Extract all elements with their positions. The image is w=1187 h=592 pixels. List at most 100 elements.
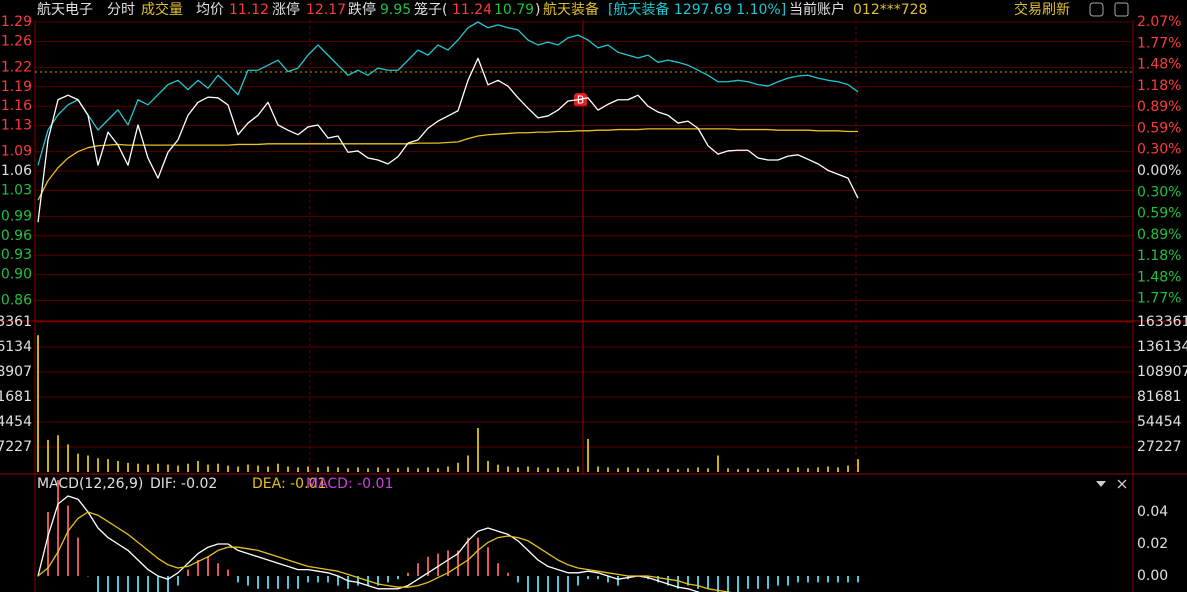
macd-bar xyxy=(657,576,659,583)
macd-bar xyxy=(437,553,439,576)
volume-bar xyxy=(837,467,839,472)
close-icon[interactable] xyxy=(1117,479,1127,489)
tab[interactable]: 分时 xyxy=(107,2,135,18)
macd-bar xyxy=(807,576,809,583)
macd-bar xyxy=(577,576,579,586)
volume-bar xyxy=(57,435,59,472)
y-tick-label: 136134 xyxy=(0,339,32,355)
y-tick-label: 1.29 xyxy=(1,14,32,30)
volume-bar xyxy=(657,469,659,472)
volume-bar xyxy=(307,466,309,472)
y2-tick-label: 0.30% xyxy=(1137,141,1181,157)
volume-bar xyxy=(257,465,259,472)
legend-entry: MACD: -0.01 xyxy=(306,476,393,492)
value: 10.79 xyxy=(494,2,534,18)
volume-bar xyxy=(827,466,829,472)
series-line xyxy=(37,511,733,592)
window-icon[interactable] xyxy=(1114,2,1129,17)
y-tick-label: 0.93 xyxy=(1,247,32,263)
y-tick-label: 0.00 xyxy=(1137,568,1168,584)
volume-bar xyxy=(337,467,339,472)
y-tick-label: 0.02 xyxy=(1137,536,1168,552)
volume-bar xyxy=(167,464,169,472)
y-tick-label: 1.16 xyxy=(1,98,32,114)
macd-bar xyxy=(717,576,719,592)
macd-bar xyxy=(147,576,149,592)
volume-bar xyxy=(127,462,129,472)
volume-bar xyxy=(677,469,679,472)
macd-bar xyxy=(337,576,339,586)
label: 跌停 xyxy=(348,1,376,18)
volume-bar xyxy=(587,438,589,472)
settings-icon[interactable] xyxy=(1089,2,1104,17)
macd-bar xyxy=(777,576,779,586)
series-line xyxy=(37,21,859,166)
refresh-button[interactable]: 交易刷新 xyxy=(1014,1,1070,18)
volume-bar xyxy=(567,468,569,472)
macd-bar xyxy=(497,563,499,576)
macd-bar xyxy=(487,547,489,576)
left-axis: 1.29 1.26 1.22 1.19 1.16 1.13 1.09 1.06 1.03 0.99… xyxy=(0,14,32,455)
macd-bar xyxy=(707,576,709,589)
macd-bar xyxy=(77,537,79,576)
macd-bar xyxy=(327,576,329,583)
macd-bar xyxy=(567,576,569,592)
value: 11.24 xyxy=(452,2,492,18)
macd-bar xyxy=(247,576,249,586)
tab[interactable]: 成交量 xyxy=(141,1,183,18)
y-tick-label: 1.03 xyxy=(1,182,32,198)
macd-bar xyxy=(757,576,759,589)
y2-tick-label: 0.89% xyxy=(1137,99,1181,115)
dropdown-icon[interactable] xyxy=(1096,481,1106,487)
y-tick-label: 108907 xyxy=(0,364,32,380)
y-tick-label: 54454 xyxy=(0,414,32,430)
volume-bar xyxy=(577,466,579,472)
macd-bar xyxy=(177,576,179,586)
y-tick-label: 108907 xyxy=(1137,364,1187,380)
y2-tick-label: 0.89% xyxy=(1137,227,1181,243)
buy-marker xyxy=(574,93,587,107)
volume-bar xyxy=(507,466,509,472)
y2-tick-label: 1.77% xyxy=(1137,290,1181,306)
macd-bar xyxy=(87,576,89,577)
y-tick-label: 0.96 xyxy=(1,228,32,244)
volume-bar xyxy=(747,468,749,472)
volume-bar xyxy=(527,466,529,472)
macd-bar xyxy=(857,576,859,583)
macd-bar xyxy=(37,576,39,577)
volume-bar xyxy=(47,439,49,472)
macd-bar xyxy=(767,576,769,589)
macd-bar xyxy=(697,576,699,589)
volume-bar xyxy=(697,467,699,472)
y-tick-label: 136134 xyxy=(1137,339,1187,355)
volume-bar xyxy=(327,466,329,472)
macd-bar xyxy=(837,576,839,583)
macd-bar xyxy=(157,576,159,592)
volume-bar xyxy=(627,467,629,472)
buy-marker-label: B xyxy=(577,94,585,107)
volume-bar xyxy=(407,467,409,472)
y2-tick-label: 1.77% xyxy=(1137,36,1181,52)
macd-title: MACD(12,26,9) xyxy=(37,476,143,492)
volume-bar xyxy=(817,467,819,472)
volume-bar xyxy=(317,467,319,472)
volume-bar xyxy=(667,468,669,472)
volume-bar xyxy=(237,466,239,472)
label: 均价 xyxy=(196,2,224,18)
volume-bar xyxy=(157,463,159,472)
macd-bar xyxy=(47,512,49,576)
y2-tick-label: 1.48% xyxy=(1137,56,1181,72)
macd-bar xyxy=(117,576,119,592)
legend-entry: DEA: -0.01 xyxy=(252,476,326,492)
macd-bar xyxy=(547,576,549,592)
volume-bar xyxy=(347,468,349,472)
y2-tick-label: 0.00% xyxy=(1137,163,1181,179)
volume-bar xyxy=(197,460,199,472)
macd-bar xyxy=(127,576,129,592)
macd-bar xyxy=(197,560,199,576)
y2-tick-label: 1.18% xyxy=(1137,248,1181,264)
volume-bar xyxy=(447,466,449,472)
macd-bar xyxy=(427,556,429,576)
volume-bar xyxy=(477,427,479,472)
